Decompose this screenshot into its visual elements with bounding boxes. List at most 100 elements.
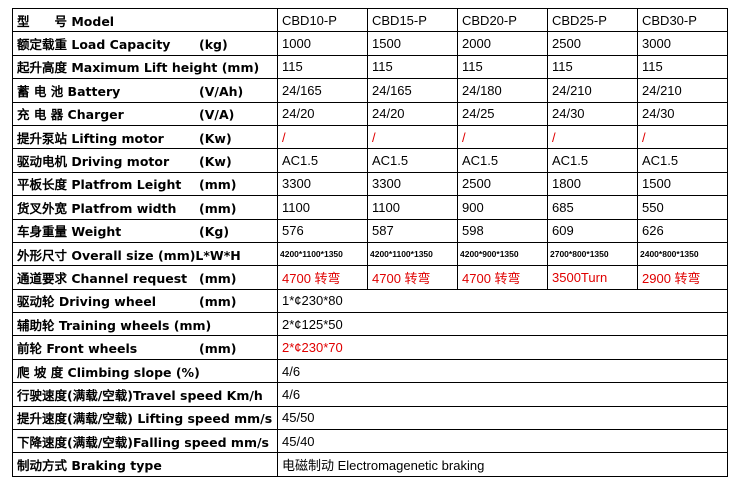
spec-row: 外形尺寸 Overall size (mm)L*W*H 4200*1100*135… <box>12 241 728 267</box>
table-body: 型 号 Model CBD10-P CBD15-P CBD20-P CBD25-P CBD… <box>12 7 728 477</box>
label-text: 提升速度(满载/空载) Lifting speed mm/s <box>17 411 273 427</box>
spec-value: 45/50 <box>277 405 728 431</box>
spec-row: 前轮 Front wheels (mm) 2*¢230*70 <box>12 335 728 360</box>
spec-value: 626 <box>637 218 728 243</box>
spec-sheet: 型 号 Model CBD10-P CBD15-P CBD20-P CBD25-P CBD… <box>12 7 728 477</box>
label-text: 行驶速度(满载/空载)Travel speed Km/h <box>17 387 263 403</box>
row-label: 车身重量 Weight (Kg) <box>12 218 278 243</box>
spec-value: 1100 <box>367 195 458 220</box>
spec-value: AC1.5 <box>637 148 728 173</box>
spec-value: 1500 <box>637 171 728 197</box>
spec-value: 24/180 <box>457 78 548 103</box>
model-name: CBD30-P <box>637 7 728 33</box>
row-label: 提升速度(满载/空载) Lifting speed mm/s <box>12 405 278 431</box>
spec-value: 900 <box>457 195 548 220</box>
label-text: 平板长度 Platfrom Leight <box>17 177 182 193</box>
spec-row: 下降速度(满载/空载)Falling speed mm/s 45/40 <box>12 429 728 454</box>
spec-row: 额定载重 Load Capacity (kg) 1000 1500 2000 2500 30… <box>12 31 728 56</box>
row-label: 前轮 Front wheels (mm) <box>12 335 278 360</box>
label-text: 前轮 Front wheels <box>17 341 138 357</box>
spec-value: 609 <box>547 218 638 243</box>
spec-value: 4700 转弯 <box>457 265 548 290</box>
row-label: 货叉外宽 Platfrom width (mm) <box>12 195 278 220</box>
spec-row: 车身重量 Weight (Kg) 576 587 598 609 626 <box>12 218 728 243</box>
spec-value: 115 <box>277 54 368 80</box>
label-text: 辅助轮 Training wheels (mm) <box>17 317 212 333</box>
row-label: 提升泵站 Lifting motor (Kw) <box>12 124 278 150</box>
spec-value: 1*¢230*80 <box>277 288 728 314</box>
spec-row: 驱动电机 Driving motor (Kw) AC1.5 AC1.5 AC1.5 AC1… <box>12 148 728 173</box>
spec-value: 115 <box>457 54 548 80</box>
spec-value: / <box>277 124 368 150</box>
spec-value: 24/20 <box>367 101 458 126</box>
row-label: 通道要求 Channel request (mm) <box>12 265 278 290</box>
spec-value: 4200*1100*1350 <box>367 241 458 267</box>
model-name: CBD25-P <box>547 7 638 33</box>
label-text: 驱动轮 Driving wheel <box>17 294 156 310</box>
spec-row: 辅助轮 Training wheels (mm) 2*¢125*50 <box>12 312 728 337</box>
spec-row: 通道要求 Channel request (mm) 4700 转弯 4700 转弯 47… <box>12 265 728 290</box>
unit-text: (mm) <box>199 341 237 357</box>
row-label: 制动方式 Braking type <box>12 452 278 477</box>
spec-value: 2*¢125*50 <box>277 312 728 337</box>
spec-row: 起升高度 Maximum Lift height (mm) 115 115 115 11… <box>12 54 728 80</box>
model-name: CBD15-P <box>367 7 458 33</box>
spec-value: 550 <box>637 195 728 220</box>
spec-value: / <box>457 124 548 150</box>
label-text: 额定载重 Load Capacity <box>17 37 171 53</box>
unit-text: (Kw) <box>199 130 232 146</box>
spec-value: 24/25 <box>457 101 548 126</box>
spec-value: 4700 转弯 <box>367 265 458 290</box>
row-label: 额定载重 Load Capacity (kg) <box>12 31 278 56</box>
unit-text: (mm) <box>199 200 237 216</box>
unit-text: (mm) <box>199 177 237 193</box>
spec-value: 1500 <box>367 31 458 56</box>
spec-value: 4200*1100*1350 <box>277 241 368 267</box>
label-text: 充 电 器 Charger <box>17 107 124 123</box>
spec-value: 3500Turn <box>547 265 638 290</box>
spec-value: 24/165 <box>277 78 368 103</box>
spec-row: 提升泵站 Lifting motor (Kw) / / / / / <box>12 124 728 150</box>
model-name: CBD10-P <box>277 7 368 33</box>
spec-row: 爬 坡 度 Climbing slope (%) 4/6 <box>12 358 728 384</box>
row-label: 外形尺寸 Overall size (mm)L*W*H <box>12 241 278 267</box>
spec-value: / <box>637 124 728 150</box>
spec-value: 45/40 <box>277 429 728 454</box>
label-text: 货叉外宽 Platfrom width <box>17 200 177 216</box>
unit-text: (V/Ah) <box>199 83 244 99</box>
spec-value: 3300 <box>367 171 458 197</box>
spec-value: AC1.5 <box>367 148 458 173</box>
spec-value: 2900 转弯 <box>637 265 728 290</box>
spec-value: 587 <box>367 218 458 243</box>
spec-value: 2*¢230*70 <box>277 335 728 360</box>
label-text: 下降速度(满载/空载)Falling speed mm/s <box>17 434 269 450</box>
header-label: 型 号 Model <box>12 7 278 33</box>
spec-value: AC1.5 <box>457 148 548 173</box>
row-label: 平板长度 Platfrom Leight (mm) <box>12 171 278 197</box>
label-text: 驱动电机 Driving motor <box>17 154 170 170</box>
spec-value: / <box>367 124 458 150</box>
spec-row: 行驶速度(满载/空载)Travel speed Km/h 4/6 <box>12 382 728 407</box>
row-label: 行驶速度(满载/空载)Travel speed Km/h <box>12 382 278 407</box>
spec-value: 3000 <box>637 31 728 56</box>
label-text: 外形尺寸 Overall size (mm)L*W*H <box>17 247 241 263</box>
spec-value: 1100 <box>277 195 368 220</box>
spec-value: 1000 <box>277 31 368 56</box>
spec-value: 2000 <box>457 31 548 56</box>
label-text: 爬 坡 度 Climbing slope (%) <box>17 364 200 380</box>
header-row: 型 号 Model CBD10-P CBD15-P CBD20-P CBD25-P CBD… <box>12 7 728 33</box>
unit-text: (mm) <box>199 270 237 286</box>
spec-value: 3300 <box>277 171 368 197</box>
label-text: 蓄 电 池 Battery <box>17 83 121 99</box>
row-label: 下降速度(满载/空载)Falling speed mm/s <box>12 429 278 454</box>
unit-text: (Kg) <box>199 224 230 240</box>
spec-value: 24/210 <box>547 78 638 103</box>
spec-value: 24/30 <box>547 101 638 126</box>
spec-value: 24/30 <box>637 101 728 126</box>
row-label: 起升高度 Maximum Lift height (mm) <box>12 54 278 80</box>
spec-value: 115 <box>367 54 458 80</box>
spec-row: 驱动轮 Driving wheel (mm) 1*¢230*80 <box>12 288 728 314</box>
spec-value: 4/6 <box>277 382 728 407</box>
spec-row: 充 电 器 Charger (V/A) 24/20 24/20 24/25 24/30 24… <box>12 101 728 126</box>
